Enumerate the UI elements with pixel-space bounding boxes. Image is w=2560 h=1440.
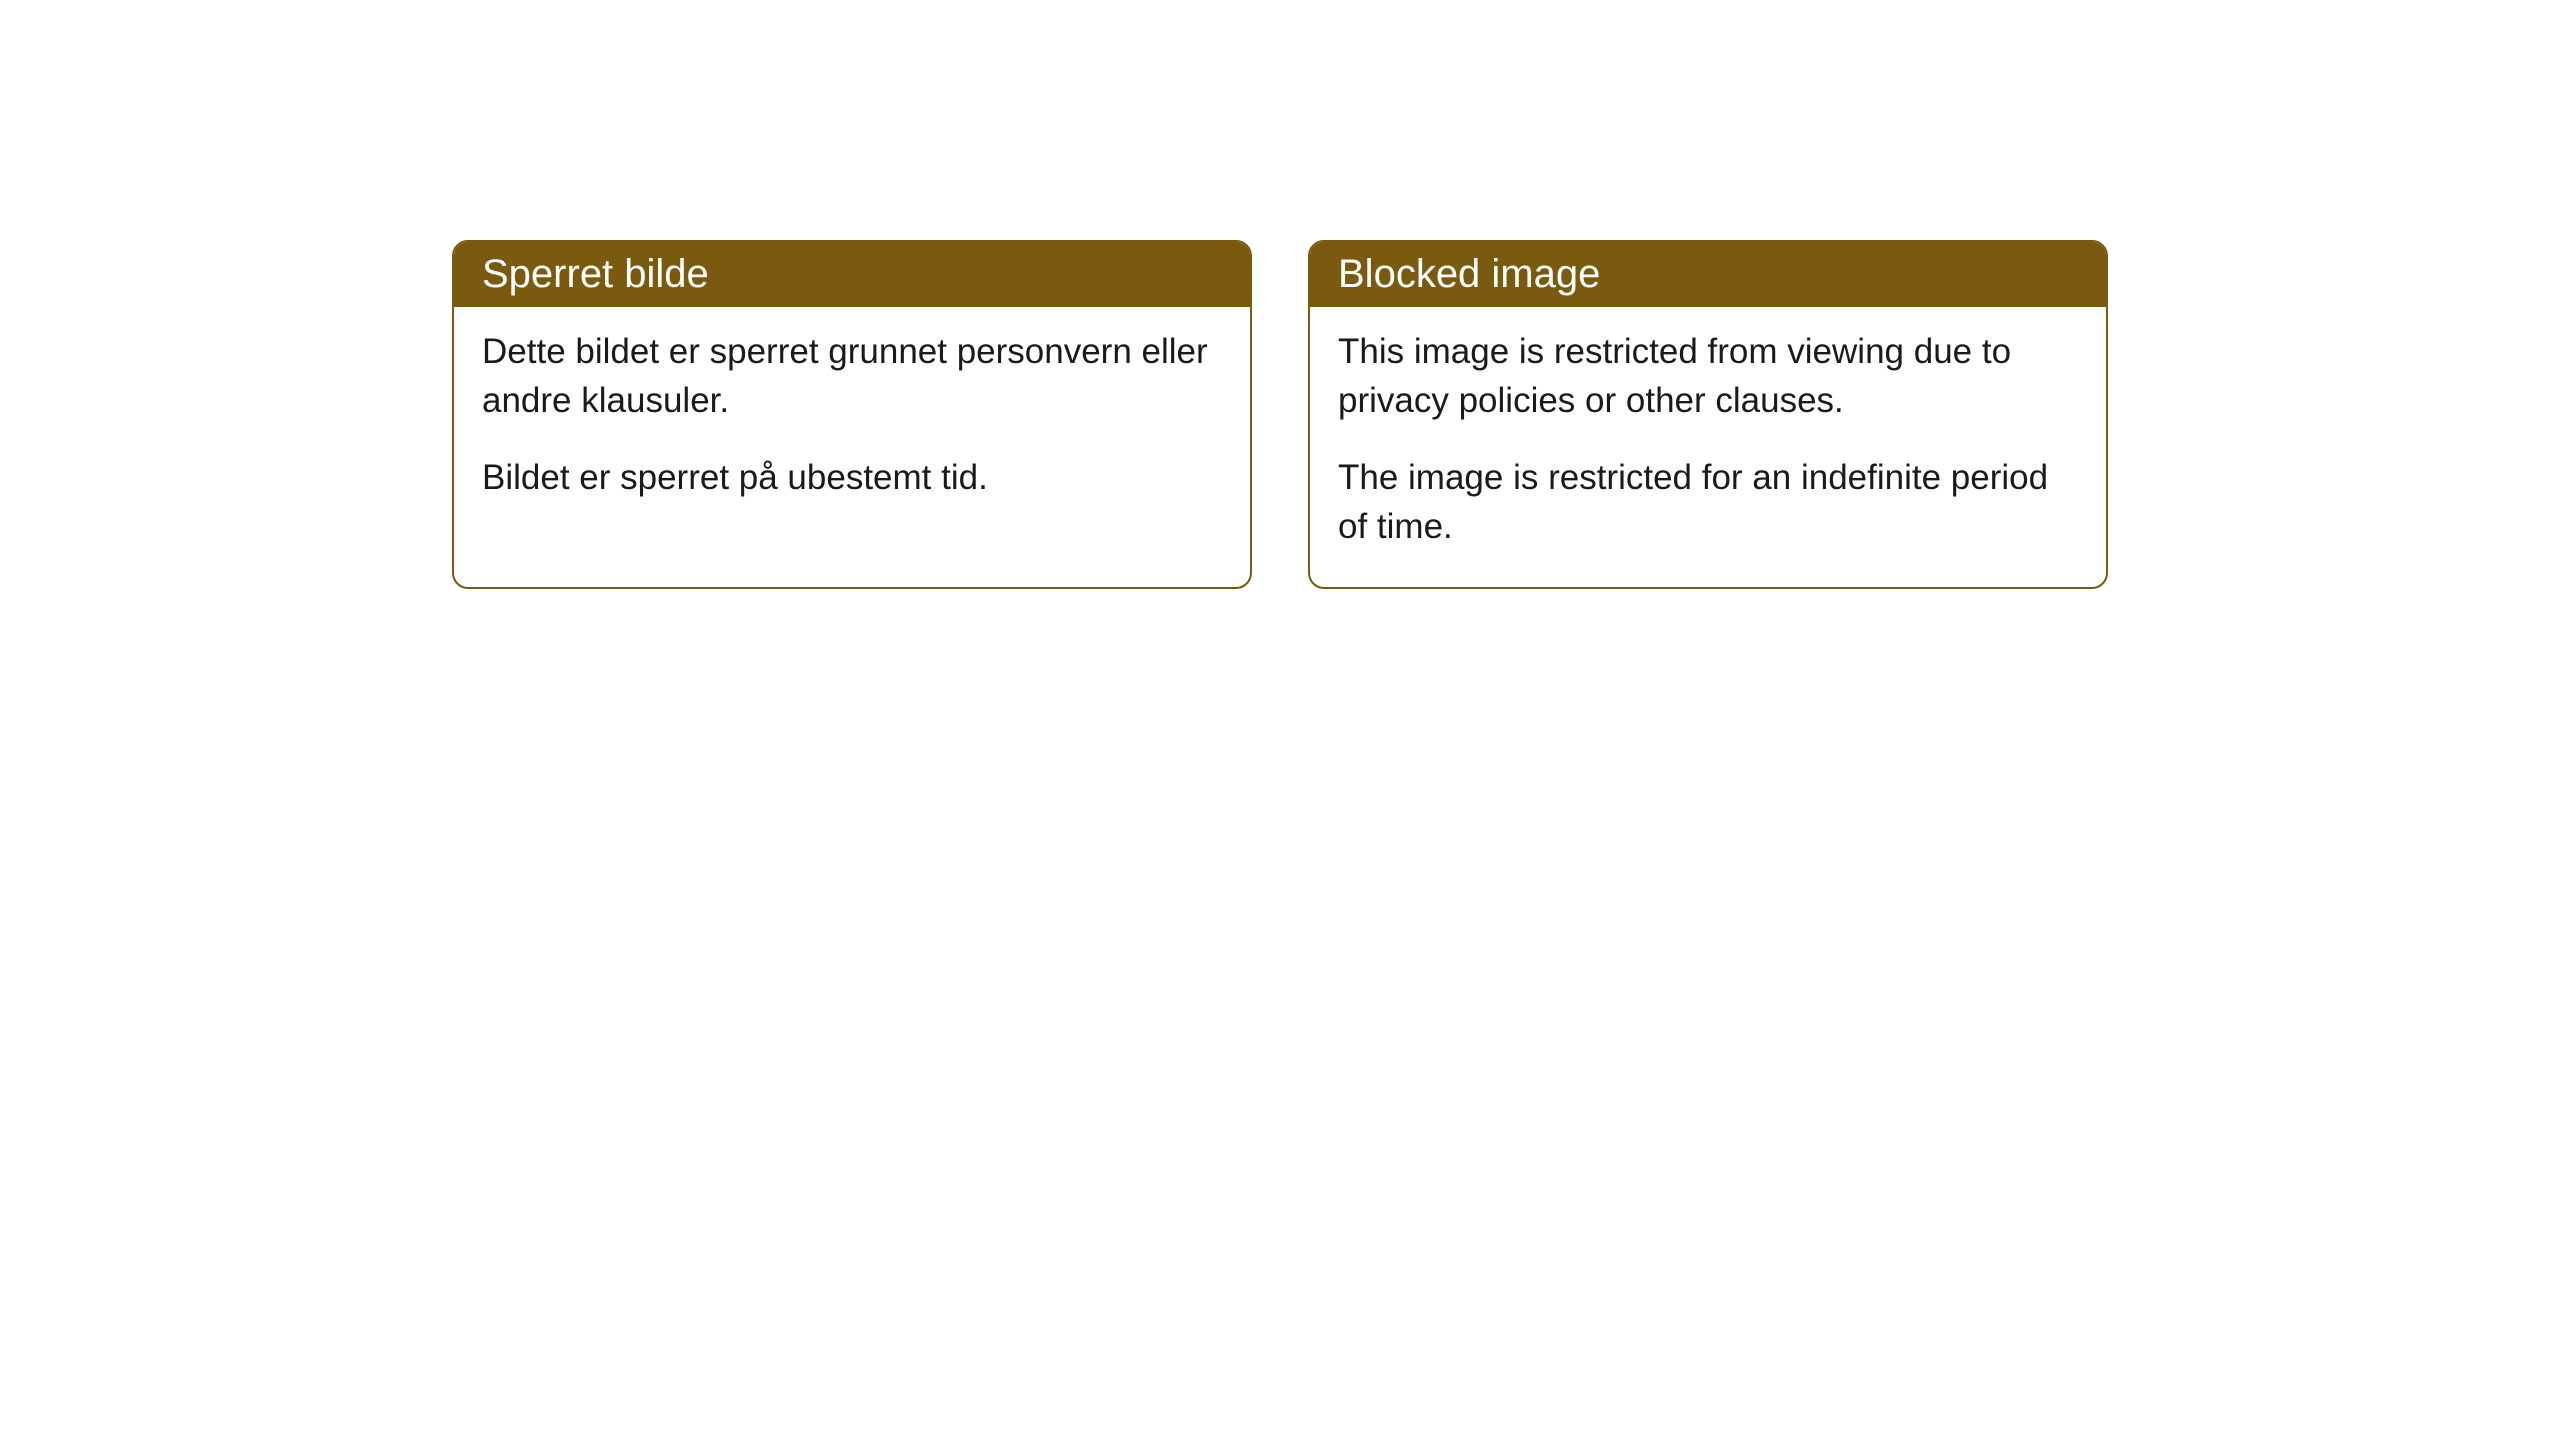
card-paragraph: Bildet er sperret på ubestemt tid. <box>482 453 1222 502</box>
card-title: Blocked image <box>1338 252 1600 296</box>
notice-card-norwegian: Sperret bilde Dette bildet er sperret gr… <box>452 240 1252 589</box>
card-header: Blocked image <box>1310 242 2106 307</box>
card-paragraph: This image is restricted from viewing du… <box>1338 327 2078 425</box>
card-body: This image is restricted from viewing du… <box>1310 307 2106 587</box>
notice-cards-container: Sperret bilde Dette bildet er sperret gr… <box>0 240 2560 589</box>
card-title: Sperret bilde <box>482 252 709 296</box>
card-body: Dette bildet er sperret grunnet personve… <box>454 307 1250 538</box>
card-paragraph: The image is restricted for an indefinit… <box>1338 453 2078 551</box>
card-paragraph: Dette bildet er sperret grunnet personve… <box>482 327 1222 425</box>
card-header: Sperret bilde <box>454 242 1250 307</box>
notice-card-english: Blocked image This image is restricted f… <box>1308 240 2108 589</box>
